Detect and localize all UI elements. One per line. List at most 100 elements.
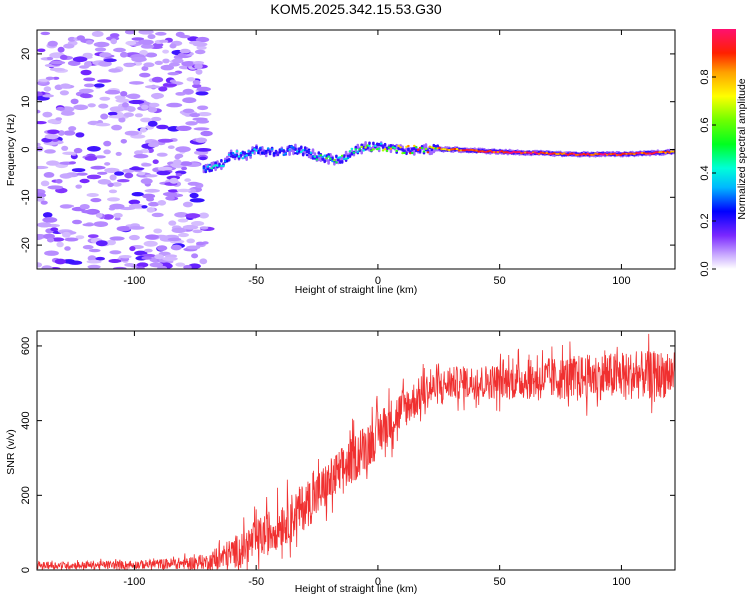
noise-cell (124, 263, 135, 267)
noise-cell (181, 61, 197, 67)
signal-cell (227, 158, 231, 162)
signal-cell (492, 151, 496, 154)
noise-cell (59, 173, 73, 179)
noise-cell (134, 150, 143, 156)
signal-cell (372, 141, 375, 146)
noise-cell (79, 178, 90, 184)
noise-cell (138, 30, 154, 35)
x-tick-label: 50 (494, 576, 506, 588)
noise-cell (141, 205, 148, 209)
noise-cell (163, 83, 177, 87)
noise-cell (187, 181, 200, 186)
noise-cell (186, 238, 195, 244)
signal-cell (640, 151, 644, 155)
noise-cell (51, 138, 59, 142)
signal-cell (533, 151, 537, 154)
noise-cell (167, 237, 182, 242)
signal-cell (409, 152, 412, 155)
signal-cell (397, 144, 400, 147)
noise-cell (158, 86, 168, 92)
signal-cell (635, 152, 638, 155)
noise-cell (83, 77, 96, 82)
noise-cell (157, 265, 168, 269)
noise-cell (90, 165, 106, 170)
noise-cell (182, 224, 199, 230)
noise-cell (169, 79, 176, 83)
signal-cell (233, 153, 237, 156)
noise-cell (145, 234, 159, 240)
noise-cell (37, 91, 43, 97)
signal-cell (346, 157, 350, 160)
signal-cell (489, 149, 492, 152)
noise-cell (145, 52, 158, 58)
noise-cell (133, 154, 149, 159)
noise-cell (170, 244, 182, 251)
noise-cell (59, 204, 73, 209)
signal-cell (383, 148, 387, 151)
noise-cell (165, 195, 175, 201)
signal-cell (354, 148, 358, 151)
signal-cell (405, 151, 408, 156)
signal-cell (414, 146, 418, 149)
noise-cell (69, 161, 76, 165)
signal-cell (613, 152, 617, 155)
noise-cell (199, 226, 209, 230)
signal-cell (576, 153, 580, 156)
noise-cell (141, 104, 149, 110)
signal-cell (668, 151, 671, 154)
signal-cell (307, 148, 311, 151)
noise-cell (49, 67, 66, 72)
signal-cell (553, 152, 556, 155)
signal-cell (235, 150, 239, 153)
noise-cell (141, 66, 149, 71)
signal-cell (309, 153, 313, 160)
noise-cell (37, 142, 41, 147)
signal-cell (471, 148, 474, 152)
signal-cell (424, 143, 428, 149)
signal-cell (358, 148, 361, 151)
signal-cell (498, 150, 502, 153)
signal-cell (220, 159, 223, 163)
signal-cell (529, 152, 533, 155)
noise-cell (95, 122, 111, 127)
signal-cell (331, 156, 334, 161)
noise-cell (143, 240, 158, 247)
signal-cell (243, 155, 247, 158)
signal-cell (572, 152, 576, 155)
signal-cell (368, 141, 371, 146)
signal-cell (389, 147, 393, 150)
noise-cell (162, 256, 178, 261)
noise-cell (45, 76, 55, 81)
noise-cell (147, 142, 160, 148)
signal-cell (623, 152, 626, 155)
signal-cell (298, 147, 301, 151)
signal-cell (286, 147, 289, 150)
noise-cell (37, 48, 46, 53)
noise-cell (189, 113, 201, 118)
signal-cell (227, 153, 231, 156)
noise-cell (104, 162, 111, 166)
signal-cell (282, 149, 286, 153)
noise-cell (196, 45, 207, 50)
signal-cell (212, 165, 215, 168)
noise-cell (191, 221, 205, 226)
signal-cell (621, 152, 624, 155)
y-tick-label: 200 (20, 486, 32, 504)
y-tick-label: 10 (20, 96, 32, 108)
noise-cell (134, 113, 143, 118)
noise-cell (61, 145, 69, 151)
signal-cell (259, 146, 262, 149)
signal-cell (639, 151, 642, 154)
noise-cell (93, 83, 105, 88)
signal-cell (510, 151, 513, 154)
noise-cell (47, 129, 60, 135)
noise-cell (62, 231, 71, 238)
spectrogram-noise-cells (37, 30, 215, 269)
signal-cell (315, 158, 319, 161)
noise-cell (79, 204, 90, 210)
noise-cell (139, 72, 151, 78)
noise-cell (93, 221, 109, 228)
signal-cell (335, 154, 338, 159)
noise-cell (79, 93, 92, 99)
signal-cell (549, 152, 552, 155)
